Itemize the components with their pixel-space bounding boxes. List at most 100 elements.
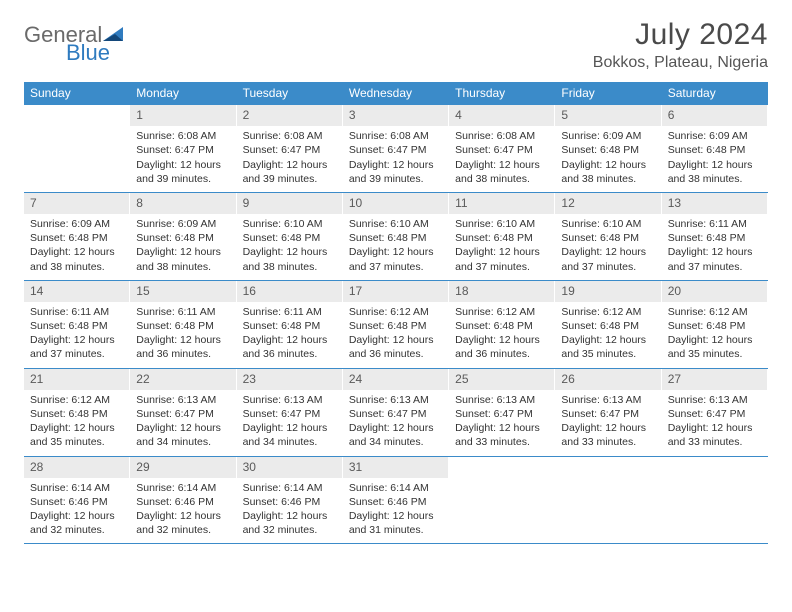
sunset-line: Sunset: 6:48 PM [30,319,123,333]
day-body: Sunrise: 6:10 AMSunset: 6:48 PMDaylight:… [449,214,554,280]
day-number: 28 [24,457,129,478]
day-body: Sunrise: 6:12 AMSunset: 6:48 PMDaylight:… [449,302,554,368]
day-body: Sunrise: 6:09 AMSunset: 6:48 PMDaylight:… [555,126,660,192]
day-number: 16 [237,281,342,302]
dow-cell: Tuesday [237,82,343,105]
daylight-line: Daylight: 12 hours and 32 minutes. [136,509,229,537]
daylight-line: Daylight: 12 hours and 34 minutes. [243,421,336,449]
sunrise-line: Sunrise: 6:09 AM [561,129,654,143]
daylight-line: Daylight: 12 hours and 35 minutes. [561,333,654,361]
sunset-line: Sunset: 6:46 PM [30,495,123,509]
sunset-line: Sunset: 6:47 PM [668,407,761,421]
day-body: Sunrise: 6:08 AMSunset: 6:47 PMDaylight:… [449,126,554,192]
daylight-line: Daylight: 12 hours and 36 minutes. [243,333,336,361]
day-number [662,457,767,478]
sunrise-line: Sunrise: 6:10 AM [243,217,336,231]
daylight-line: Daylight: 12 hours and 38 minutes. [668,158,761,186]
day-body: Sunrise: 6:11 AMSunset: 6:48 PMDaylight:… [130,302,235,368]
day-number: 1 [130,105,235,126]
day-cell: 22Sunrise: 6:13 AMSunset: 6:47 PMDayligh… [130,369,236,456]
day-body: Sunrise: 6:09 AMSunset: 6:48 PMDaylight:… [662,126,767,192]
day-number [449,457,554,478]
sunrise-line: Sunrise: 6:09 AM [668,129,761,143]
day-body: Sunrise: 6:14 AMSunset: 6:46 PMDaylight:… [130,478,235,544]
sunset-line: Sunset: 6:48 PM [561,231,654,245]
daylight-line: Daylight: 12 hours and 38 minutes. [455,158,548,186]
sunset-line: Sunset: 6:47 PM [136,407,229,421]
day-cell: 4Sunrise: 6:08 AMSunset: 6:47 PMDaylight… [449,105,555,192]
day-number: 13 [662,193,767,214]
day-number: 23 [237,369,342,390]
day-body: Sunrise: 6:12 AMSunset: 6:48 PMDaylight:… [24,390,129,456]
day-cell: 28 Sunrise: 6:14 AMSunset: 6:46 PMDayligh… [24,457,130,544]
dow-row: SundayMondayTuesdayWednesdayThursdayFrid… [24,82,768,105]
day-cell: 14Sunrise: 6:11 AMSunset: 6:48 PMDayligh… [24,281,130,368]
sunrise-line: Sunrise: 6:08 AM [243,129,336,143]
day-cell: 17Sunrise: 6:12 AMSunset: 6:48 PMDayligh… [343,281,449,368]
day-cell: 1Sunrise: 6:08 AMSunset: 6:47 PMDaylight… [130,105,236,192]
day-number: 5 [555,105,660,126]
day-body: Sunrise: 6:11 AMSunset: 6:48 PMDaylight:… [662,214,767,280]
sunset-line: Sunset: 6:48 PM [668,143,761,157]
dow-cell: Saturday [662,82,768,105]
daylight-line: Daylight: 12 hours and 36 minutes. [349,333,442,361]
daylight-line: Daylight: 12 hours and 38 minutes. [136,245,229,273]
week-row: 1Sunrise: 6:08 AMSunset: 6:47 PMDaylight… [24,105,768,192]
day-number: 7 [24,193,129,214]
sunrise-line: Sunrise: 6:14 AM [30,481,123,495]
day-body: Sunrise: 6:11 AMSunset: 6:48 PMDaylight:… [237,302,342,368]
day-number: 26 [555,369,660,390]
sunset-line: Sunset: 6:48 PM [30,231,123,245]
sunrise-line: Sunrise: 6:12 AM [455,305,548,319]
daylight-line: Daylight: 12 hours and 38 minutes. [30,245,123,273]
day-cell: 11Sunrise: 6:10 AMSunset: 6:48 PMDayligh… [449,193,555,280]
day-number: 4 [449,105,554,126]
day-number: 25 [449,369,554,390]
daylight-line: Daylight: 12 hours and 36 minutes. [455,333,548,361]
title-block: July 2024 Bokkos, Plateau, Nigeria [593,18,768,72]
day-number: 2 [237,105,342,126]
sunrise-line: Sunrise: 6:10 AM [561,217,654,231]
day-number: 20 [662,281,767,302]
sunset-line: Sunset: 6:47 PM [561,407,654,421]
day-body: Sunrise: 6:09 AMSunset: 6:48 PMDaylight:… [130,214,235,280]
daylight-line: Daylight: 12 hours and 37 minutes. [455,245,548,273]
day-body: Sunrise: 6:12 AMSunset: 6:48 PMDaylight:… [555,302,660,368]
title-location: Bokkos, Plateau, Nigeria [593,54,768,72]
week-row: 21Sunrise: 6:12 AMSunset: 6:48 PMDayligh… [24,369,768,456]
sunset-line: Sunset: 6:48 PM [455,231,548,245]
daylight-line: Daylight: 12 hours and 34 minutes. [349,421,442,449]
sunset-line: Sunset: 6:48 PM [30,407,123,421]
day-number: 15 [130,281,235,302]
sunset-line: Sunset: 6:48 PM [349,319,442,333]
day-cell: 12Sunrise: 6:10 AMSunset: 6:48 PMDayligh… [555,193,661,280]
daylight-line: Daylight: 12 hours and 37 minutes. [30,333,123,361]
sunrise-line: Sunrise: 6:10 AM [455,217,548,231]
logo-text-blue: Blue [66,42,127,64]
daylight-line: Daylight: 12 hours and 35 minutes. [668,333,761,361]
day-cell [555,457,661,544]
daylight-line: Daylight: 12 hours and 33 minutes. [455,421,548,449]
day-cell [24,105,130,192]
sunset-line: Sunset: 6:47 PM [243,143,336,157]
day-cell: 6Sunrise: 6:09 AMSunset: 6:48 PMDaylight… [662,105,768,192]
day-body: Sunrise: 6:10 AMSunset: 6:48 PMDaylight:… [555,214,660,280]
daylight-line: Daylight: 12 hours and 35 minutes. [30,421,123,449]
sunrise-line: Sunrise: 6:11 AM [668,217,761,231]
day-cell: 13Sunrise: 6:11 AMSunset: 6:48 PMDayligh… [662,193,768,280]
sunset-line: Sunset: 6:47 PM [455,143,548,157]
sunrise-line: Sunrise: 6:12 AM [668,305,761,319]
title-month: July 2024 [593,18,768,52]
week-row: 28Sunrise: 6:14 AMSunset: 6:46 PMDayligh… [24,457,768,544]
sunrise-line: Sunrise: 6:14 AM [136,481,229,495]
daylight-line: Daylight: 12 hours and 32 minutes. [30,509,123,537]
daylight-line: Daylight: 12 hours and 33 minutes. [668,421,761,449]
sunset-line: Sunset: 6:48 PM [668,319,761,333]
sunset-line: Sunset: 6:48 PM [668,231,761,245]
sunset-line: Sunset: 6:47 PM [349,407,442,421]
sunset-line: Sunset: 6:48 PM [243,319,336,333]
day-cell: 15Sunrise: 6:11 AMSunset: 6:48 PMDayligh… [130,281,236,368]
day-cell: 26Sunrise: 6:13 AMSunset: 6:47 PMDayligh… [555,369,661,456]
day-body: Sunrise: 6:08 AMSunset: 6:47 PMDaylight:… [343,126,448,192]
sunrise-line: Sunrise: 6:08 AM [136,129,229,143]
